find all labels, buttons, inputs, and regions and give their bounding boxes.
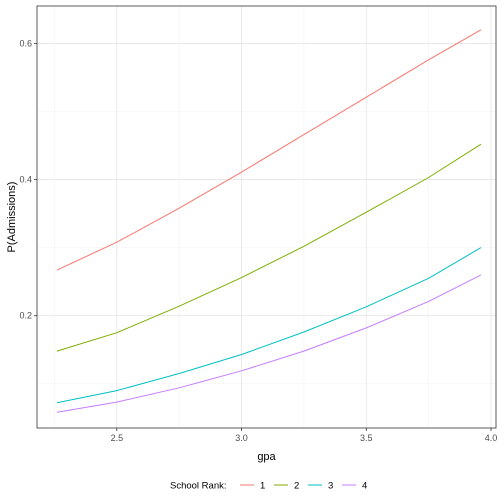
x-tick-label: 2.5 [111, 433, 124, 443]
x-tick-label: 3.0 [235, 433, 248, 443]
x-tick-label: 3.5 [360, 433, 373, 443]
y-axis-title: P(Admissions) [6, 182, 18, 253]
y-tick-label: 0.2 [19, 311, 32, 321]
x-axis-title: gpa [257, 451, 276, 463]
series-line-rank-1 [56, 29, 482, 271]
panel-border [36, 5, 497, 429]
legend-label-rank-2: 2 [294, 481, 299, 492]
legend-label-rank-3: 3 [328, 481, 333, 492]
legend-label-rank-1: 1 [260, 481, 265, 492]
series-line-rank-2 [56, 143, 482, 352]
axis-ticks: 2.5 3.0 3.5 4.0 0.2 0.4 0.6 [19, 38, 497, 443]
legend-title: School Rank: [170, 481, 227, 492]
y-tick-label: 0.6 [19, 38, 32, 48]
x-tick-label: 4.0 [485, 433, 498, 443]
series-line-rank-4 [56, 274, 482, 413]
legend: School Rank: 1 2 3 4 [170, 481, 367, 492]
grid [37, 6, 496, 428]
y-tick-label: 0.4 [19, 175, 32, 185]
legend-label-rank-4: 4 [362, 481, 367, 492]
series-line-rank-3 [56, 247, 482, 404]
series-lines [56, 29, 482, 413]
